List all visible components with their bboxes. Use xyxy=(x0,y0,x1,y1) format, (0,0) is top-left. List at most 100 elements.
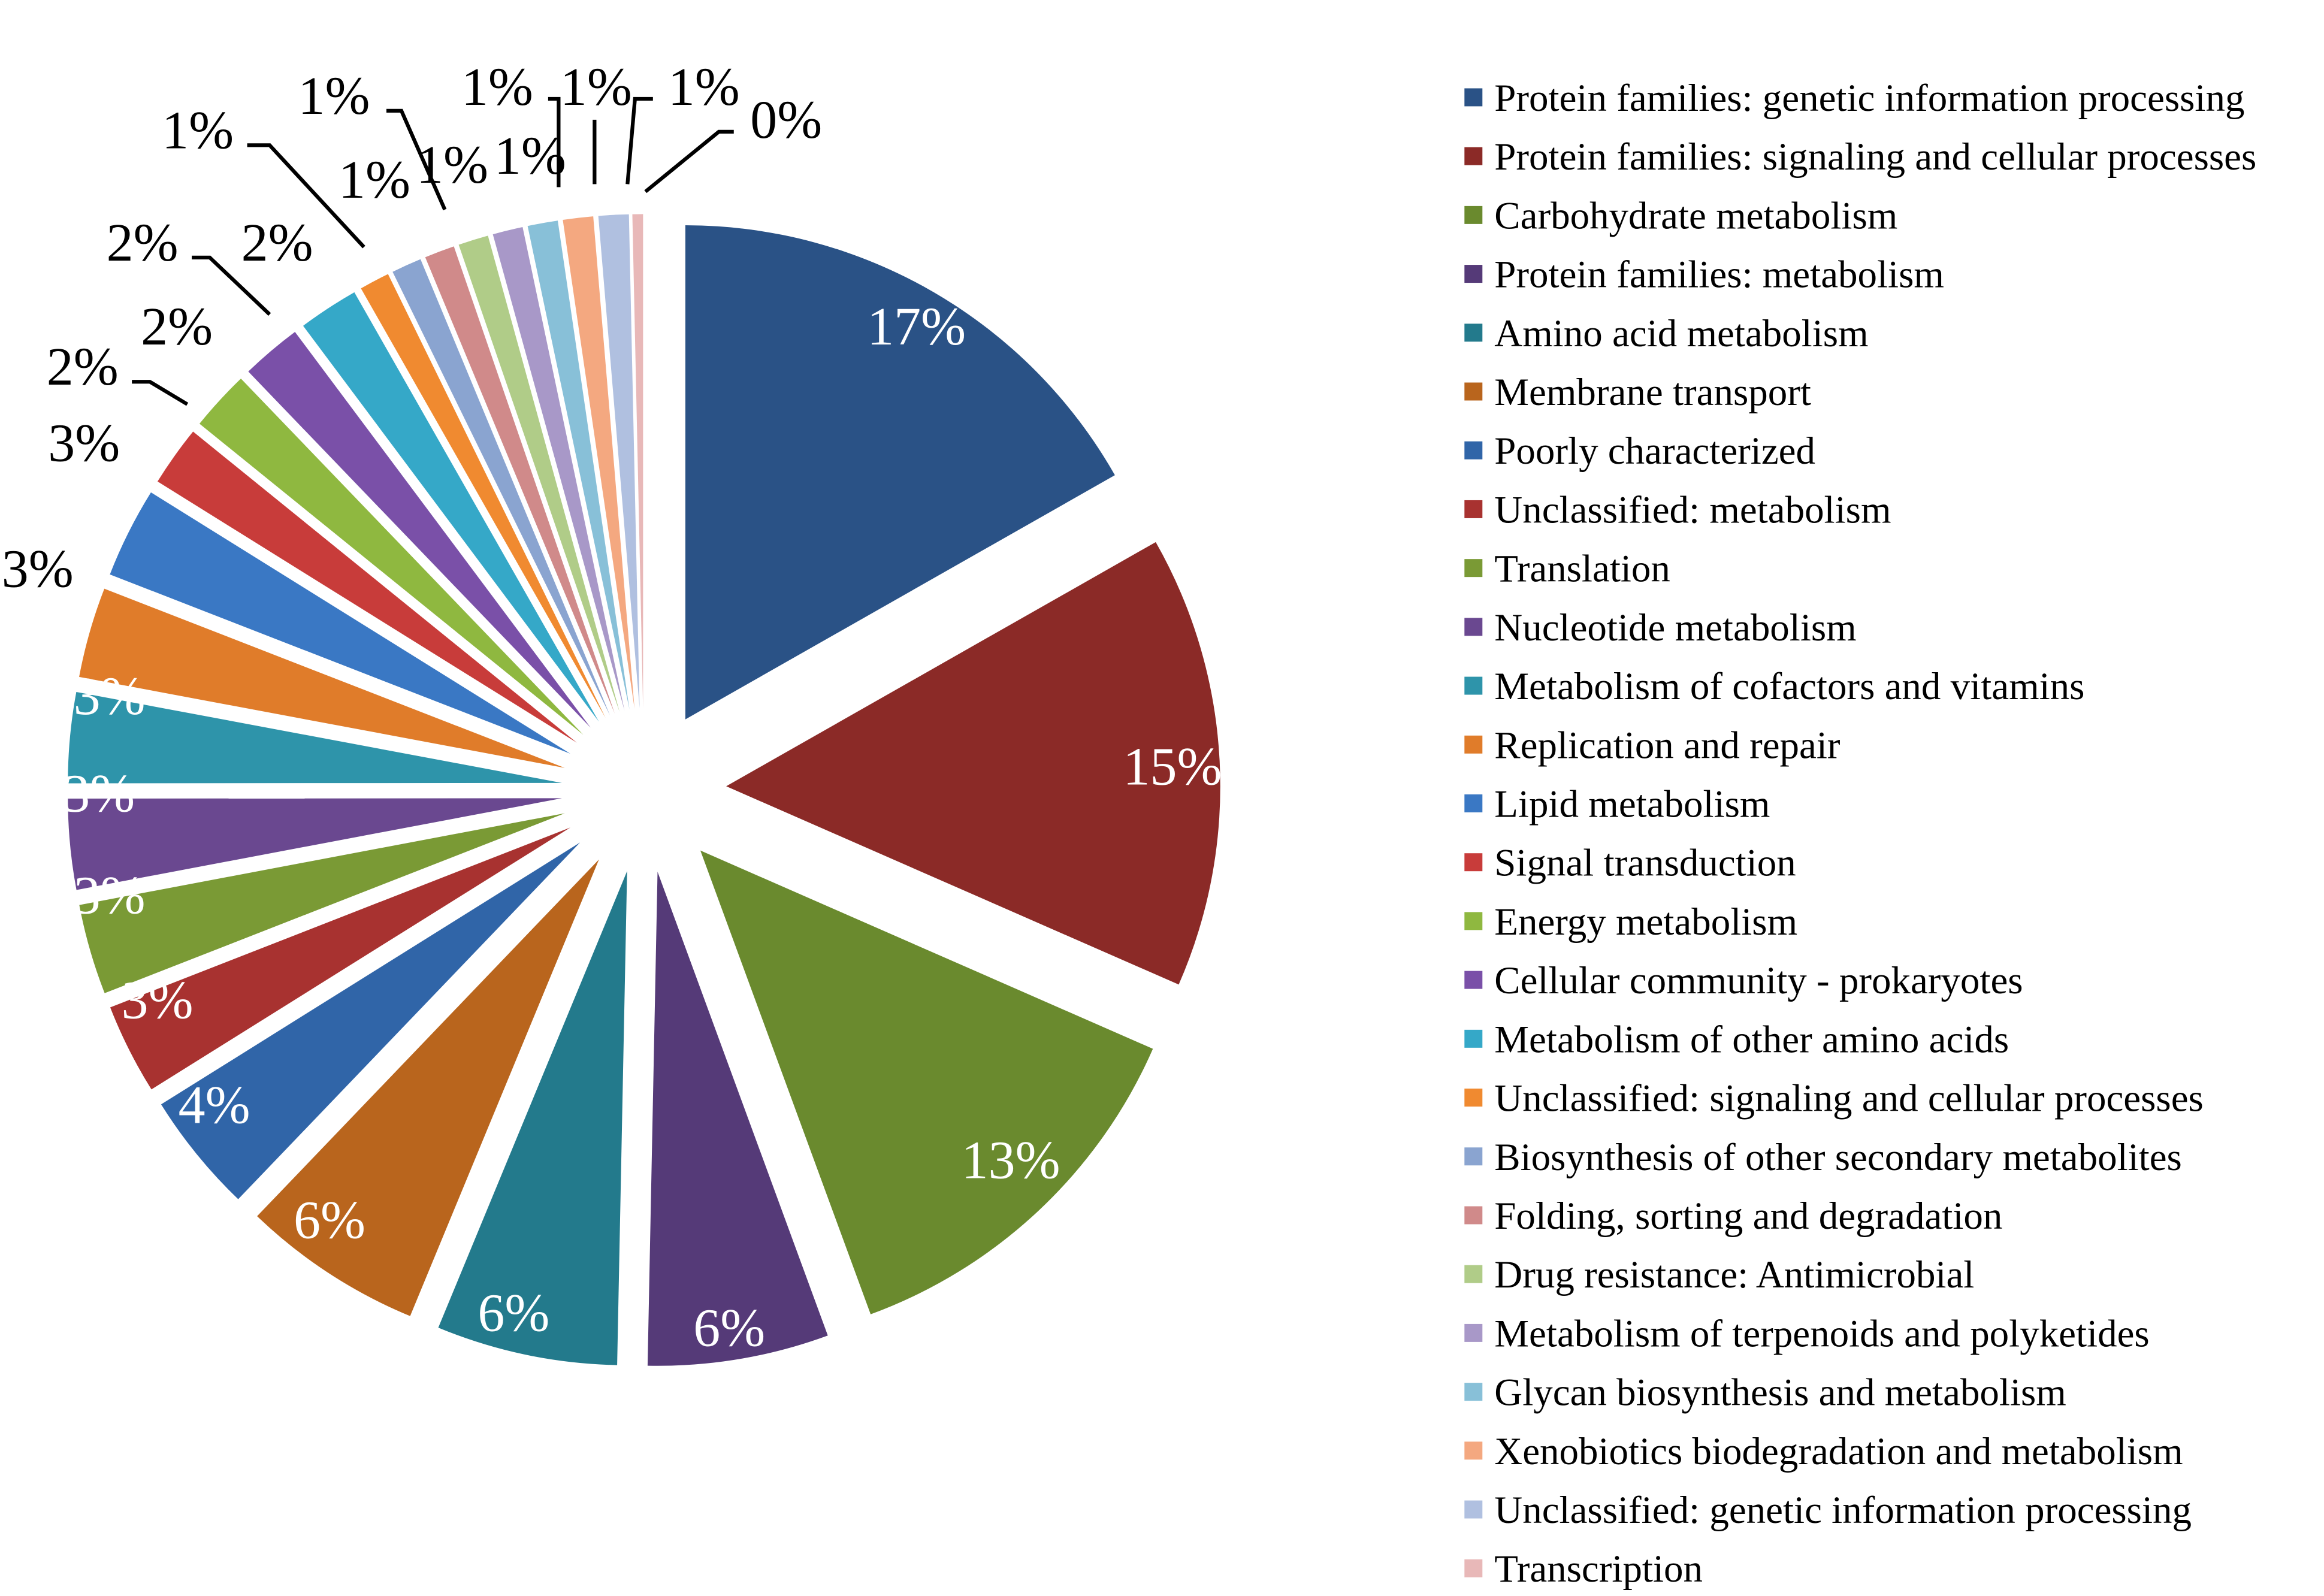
legend-entry: Membrane transport xyxy=(1494,371,1811,414)
legend-entry: Drug resistance: Antimicrobial xyxy=(1494,1253,1974,1296)
leader-line xyxy=(132,380,189,406)
slice-percent-label: 3% xyxy=(63,764,135,823)
legend-swatch xyxy=(1464,735,1483,754)
pie-slice xyxy=(458,235,620,712)
pie-slice xyxy=(563,216,635,709)
legend-swatch xyxy=(1464,147,1483,165)
slice-percent-label: 1% xyxy=(162,101,234,160)
pie-slice xyxy=(685,225,1115,720)
slice-percent-label: 1% xyxy=(668,58,740,117)
pie-slice xyxy=(79,813,565,993)
slice-percent-label: 3% xyxy=(122,971,194,1030)
legend-swatch xyxy=(1464,1441,1483,1460)
slice-percent-label: 2% xyxy=(241,213,313,273)
slice-percent-label: 1% xyxy=(339,150,410,210)
pie-slice xyxy=(199,378,584,735)
slice-percent-label: 13% xyxy=(962,1131,1060,1190)
pie-slice xyxy=(700,850,1153,1314)
pie-slice xyxy=(632,214,643,709)
legend-swatch xyxy=(1464,1500,1483,1519)
pie-slice xyxy=(726,542,1220,985)
legend-entry: Unclassified: metabolism xyxy=(1494,488,1891,531)
pie-slice xyxy=(157,431,577,743)
legend: Protein families: genetic information pr… xyxy=(1464,77,2256,1591)
legend-entry: Transcription xyxy=(1494,1547,1703,1591)
legend-swatch xyxy=(1464,1559,1483,1577)
legend-entry: Protein families: signaling and cellular… xyxy=(1494,135,2256,179)
legend-swatch xyxy=(1464,794,1483,812)
legend-swatch xyxy=(1464,676,1483,695)
pie-slice xyxy=(392,259,611,716)
legend-entry: Metabolism of terpenoids and polyketides xyxy=(1494,1312,2149,1355)
legend-entry: Glycan biosynthesis and metabolism xyxy=(1494,1371,2066,1414)
legend-entry: Signal transduction xyxy=(1494,842,1796,885)
slice-percent-label: 2% xyxy=(141,297,213,356)
leader-lines xyxy=(132,96,734,406)
legend-entry: Unclassified: genetic information proces… xyxy=(1494,1489,2192,1532)
legend-swatch xyxy=(1464,265,1483,283)
pie-slice xyxy=(110,827,571,1090)
legend-swatch xyxy=(1464,88,1483,107)
legend-swatch xyxy=(1464,912,1483,930)
pie-slice xyxy=(68,798,562,890)
legend-entry: Protein families: metabolism xyxy=(1494,253,1944,297)
pie-slice xyxy=(257,859,599,1316)
slice-percent-label: 6% xyxy=(693,1299,765,1358)
legend-swatch xyxy=(1464,853,1483,872)
slice-percent-label: 15% xyxy=(1123,737,1222,797)
pie-slices xyxy=(68,214,1220,1366)
legend-entry: Replication and repair xyxy=(1494,724,1841,767)
legend-swatch xyxy=(1464,441,1483,460)
pie-slice xyxy=(425,246,615,714)
leader-line xyxy=(644,129,734,194)
pie-slice xyxy=(492,226,625,711)
legend-entry: Energy metabolism xyxy=(1494,900,1797,944)
legend-swatch xyxy=(1464,324,1483,342)
pie-slice xyxy=(527,220,630,710)
slice-percent-label: 6% xyxy=(294,1191,365,1250)
pie-slice xyxy=(647,872,828,1366)
pie-slice xyxy=(438,871,627,1365)
legend-entry: Carbohydrate metabolism xyxy=(1494,194,1897,237)
leader-line xyxy=(247,143,365,249)
pie-slice xyxy=(79,588,565,768)
legend-entry: Metabolism of other amino acids xyxy=(1494,1018,2009,1061)
slice-percent-label: 3% xyxy=(2,540,74,599)
slice-percent-label: 3% xyxy=(74,667,146,726)
leader-line xyxy=(386,108,447,211)
pie-slice xyxy=(248,332,591,728)
legend-entry: Biosynthesis of other secondary metaboli… xyxy=(1494,1136,2182,1179)
legend-swatch xyxy=(1464,1089,1483,1107)
pie-slice xyxy=(68,691,562,784)
legend-entry: Translation xyxy=(1494,548,1670,591)
pie-slice xyxy=(110,492,570,754)
slice-percent-label: 3% xyxy=(74,866,146,925)
legend-swatch xyxy=(1464,1323,1483,1342)
legend-entry: Xenobiotics biodegradation and metabolis… xyxy=(1494,1430,2183,1473)
legend-swatch xyxy=(1464,1206,1483,1225)
slice-percent-label: 2% xyxy=(107,213,179,273)
slice-percent-label: 1% xyxy=(560,58,632,117)
leader-line xyxy=(192,255,271,316)
slice-percent-label: 2% xyxy=(47,337,119,397)
legend-entry: Protein families: genetic information pr… xyxy=(1494,77,2244,120)
pie-slice xyxy=(598,214,640,709)
legend-swatch xyxy=(1464,618,1483,636)
legend-swatch xyxy=(1464,1147,1483,1166)
leader-line xyxy=(625,96,653,185)
legend-entry: Lipid metabolism xyxy=(1494,782,1770,826)
legend-entry: Nucleotide metabolism xyxy=(1494,606,1856,649)
legend-entry: Amino acid metabolism xyxy=(1494,312,1868,355)
legend-entry: Unclassified: signaling and cellular pro… xyxy=(1494,1077,2204,1120)
pie-slice xyxy=(161,842,581,1199)
legend-swatch xyxy=(1464,382,1483,401)
legend-swatch xyxy=(1464,1383,1483,1401)
legend-entry: Cellular community - prokaryotes xyxy=(1494,959,2023,1002)
pie-slice xyxy=(303,292,599,722)
legend-swatch xyxy=(1464,500,1483,518)
slice-percent-label: 4% xyxy=(179,1075,250,1135)
slice-percent-label: 1% xyxy=(494,126,566,186)
legend-entry: Metabolism of cofactors and vitamins xyxy=(1494,665,2084,708)
legend-entry: Folding, sorting and degradation xyxy=(1494,1195,2002,1238)
